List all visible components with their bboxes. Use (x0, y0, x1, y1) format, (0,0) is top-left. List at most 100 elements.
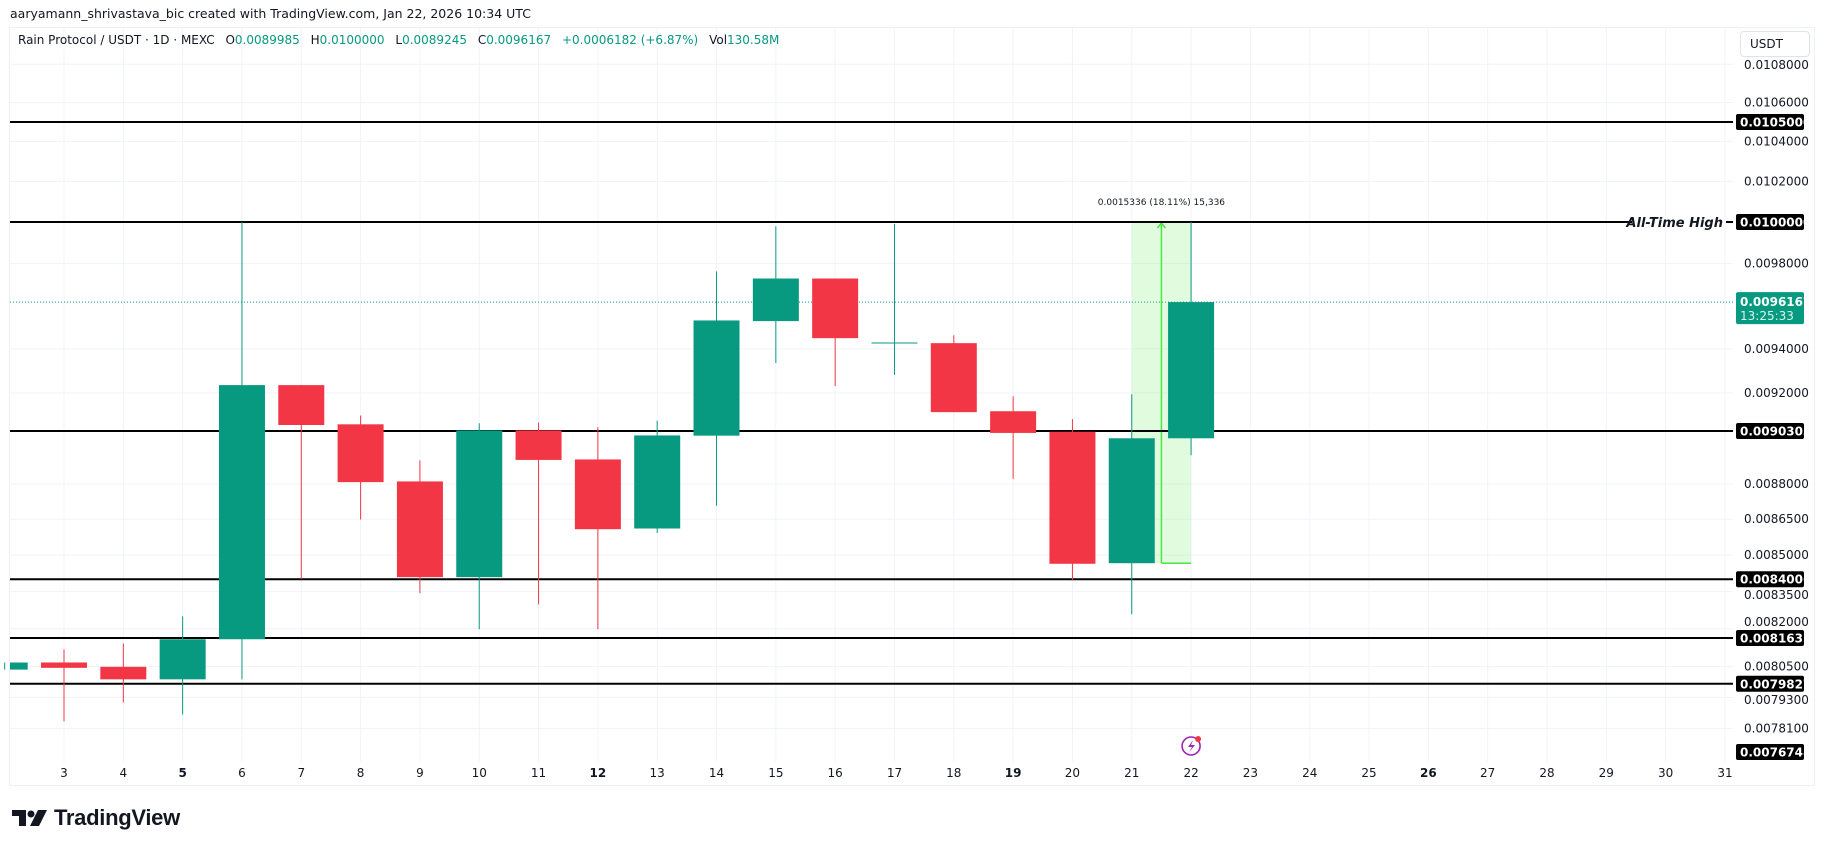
volume-label: Vol (709, 33, 728, 47)
date-tick-label: 25 (1361, 766, 1376, 780)
date-tick-label: 3 (60, 766, 68, 780)
candle-body[interactable] (159, 639, 206, 680)
tradingview-logo-text: TradingView (54, 805, 180, 830)
candle-body[interactable] (218, 385, 265, 640)
price-tick-label: 0.0083500 (1744, 588, 1809, 602)
date-tick-label: 28 (1539, 766, 1554, 780)
price-level-badge (1736, 214, 1804, 230)
candle-body[interactable] (930, 343, 977, 413)
date-tick-label: 11 (531, 766, 546, 780)
candle-body[interactable] (10, 662, 28, 670)
price-tick-label: 0.0102000 (1744, 174, 1809, 188)
date-tick-label: 14 (709, 766, 724, 780)
price-level-badge (1736, 744, 1804, 760)
tradingview-logo[interactable]: TradingView (12, 805, 180, 831)
price-tick-label: 0.0092000 (1744, 386, 1809, 400)
price-tick-label: 0.0108000 (1744, 58, 1809, 72)
price-tick-label: 0.0088000 (1744, 477, 1809, 491)
price-level-badge (1736, 571, 1804, 588)
date-tick-label: 5 (178, 766, 186, 780)
price-level-badge (1736, 675, 1804, 692)
date-tick-label: 22 (1183, 766, 1198, 780)
date-tick-label: 30 (1658, 766, 1673, 780)
candle-body[interactable] (693, 320, 740, 436)
candle-body[interactable] (1168, 302, 1215, 439)
price-tick-label: 0.0106000 (1744, 96, 1809, 110)
price-tick-label: 0.0079300 (1744, 693, 1809, 707)
date-tick-label: 18 (946, 766, 961, 780)
currency-unit-button[interactable]: USDT (1740, 31, 1810, 57)
price-tick-label: 0.0085000 (1744, 548, 1809, 562)
date-tick-label: 27 (1480, 766, 1495, 780)
date-tick-label: 6 (238, 766, 246, 780)
date-tick-label: 10 (472, 766, 487, 780)
date-tick-label: 24 (1302, 766, 1317, 780)
date-tick-label: 15 (768, 766, 783, 780)
candle-body[interactable] (574, 459, 621, 530)
date-tick-label: 13 (650, 766, 665, 780)
date-tick-label: 12 (590, 766, 607, 780)
candle-body[interactable] (337, 424, 384, 483)
tradingview-logo-icon (12, 810, 47, 826)
date-tick-label: 9 (416, 766, 424, 780)
candle-body[interactable] (871, 342, 918, 344)
chart-credit: aaryamann_shrivastava_bic created with T… (10, 6, 531, 21)
date-tick-label: 19 (1005, 766, 1022, 780)
price-tick-label: 0.0082000 (1744, 615, 1809, 629)
date-tick-label: 8 (357, 766, 365, 780)
price-level-badge-label: 0.0081632 (1740, 631, 1811, 645)
low-value: 0.0089245 (402, 33, 467, 47)
date-tick-label: 4 (119, 766, 127, 780)
price-tick-label: 0.0098000 (1744, 256, 1809, 270)
date-tick-label: 7 (297, 766, 305, 780)
candle-body[interactable] (278, 385, 325, 425)
date-tick-label: 23 (1243, 766, 1258, 780)
candle-body[interactable] (752, 278, 799, 322)
price-level-badge-label: 0.0100000 (1740, 216, 1811, 230)
open-label: O (225, 33, 235, 47)
candle-body[interactable] (1049, 431, 1096, 564)
date-tick-label: 29 (1599, 766, 1614, 780)
date-tick-label: 20 (1065, 766, 1080, 780)
volume-value: 130.58M (727, 33, 780, 47)
bar-countdown-label: 13:25:33 (1740, 309, 1794, 323)
candle-body[interactable] (812, 278, 859, 339)
last-price-badge (1736, 292, 1804, 325)
low-label: L (395, 33, 403, 47)
price-level-badge-label: 0.0084006 (1740, 573, 1811, 587)
candle-body[interactable] (990, 411, 1037, 433)
measure-label: 0.0015336 (18.11%) 15,336 (1098, 198, 1225, 208)
chart-frame (9, 27, 1815, 786)
symbol-name[interactable]: Rain Protocol / USDT · 1D · MEXC (18, 33, 215, 47)
price-level-badge (1736, 423, 1804, 440)
notification-dot-icon (1195, 736, 1202, 742)
candle-body[interactable] (515, 430, 562, 460)
date-tick-label: 16 (828, 766, 843, 780)
price-tick-label: 0.0104000 (1744, 135, 1809, 149)
candle-body[interactable] (1108, 438, 1155, 564)
lightning-event-icon[interactable] (1181, 736, 1201, 756)
date-tick-label: 26 (1420, 766, 1437, 780)
price-level-badge-label: 0.0090303 (1740, 425, 1811, 439)
close-label: C (477, 33, 487, 47)
lightning-bolt-icon (1188, 740, 1196, 752)
high-label: H (310, 33, 320, 47)
open-value: 0.0089985 (234, 33, 300, 47)
candle-body[interactable] (396, 481, 443, 578)
candle-body[interactable] (41, 662, 87, 668)
price-tick-label: 0.0078100 (1744, 722, 1809, 736)
all-time-high-label: All-Time High (1625, 216, 1723, 231)
price-level-badge-label: 0.0076748 (1740, 746, 1811, 760)
last-price-label: 0.0096167 (1740, 295, 1811, 309)
date-tick-label: 31 (1717, 766, 1732, 780)
candle-body[interactable] (456, 430, 503, 578)
high-value: 0.0100000 (319, 33, 385, 47)
candle-body[interactable] (634, 435, 681, 529)
price-tick-label: 0.0080500 (1744, 660, 1809, 674)
symbol-legend: Rain Protocol / USDT · 1D · MEXC O0.0089… (18, 33, 779, 47)
date-tick-label: 17 (887, 766, 902, 780)
candle-body[interactable] (100, 666, 147, 680)
price-tick-label: 0.0094000 (1744, 342, 1809, 356)
price-level-badge-label: 0.0105000 (1740, 116, 1811, 130)
